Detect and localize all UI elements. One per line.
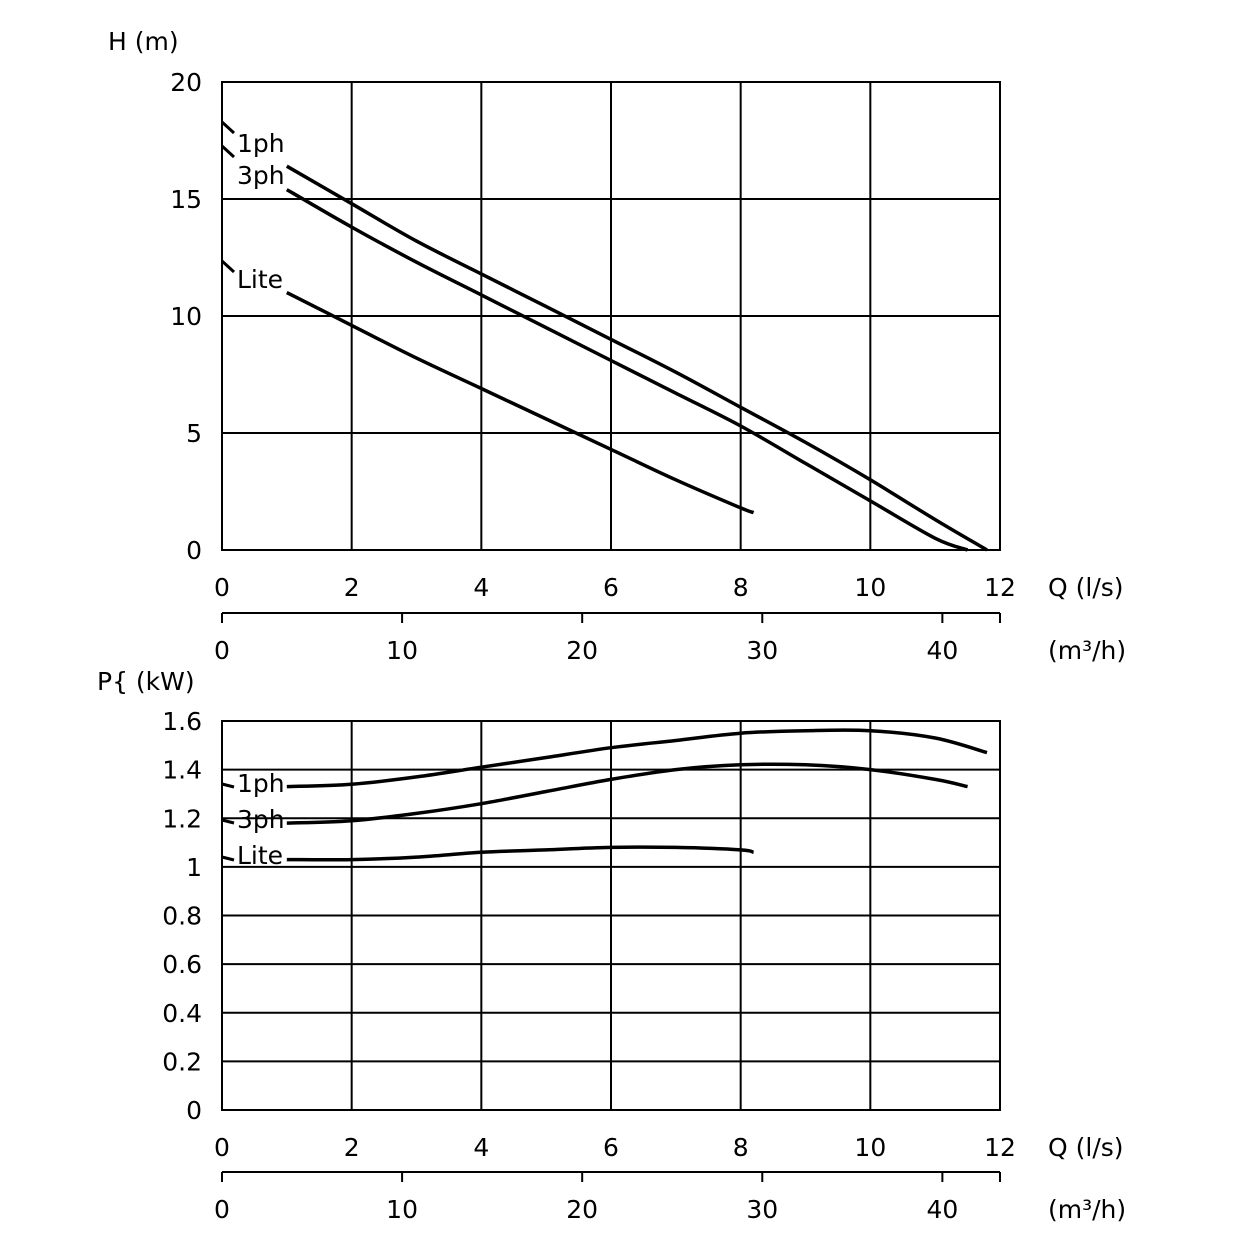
chart1-series-3ph-label: 3ph (237, 161, 285, 190)
chart1-x-axis-title: Q (l/s) (1048, 573, 1124, 602)
chart1-y-tick-label: 0 (186, 536, 202, 565)
chart1-x-tick-label: 12 (984, 573, 1016, 602)
chart2-y-tick-label: 1.4 (162, 756, 202, 785)
chart1-series-lite-leader (220, 259, 236, 274)
chart2-y-tick-label: 0 (186, 1096, 202, 1125)
chart1-series-1ph-label: 1ph (237, 129, 285, 158)
chart1-y-tick-label: 5 (186, 419, 202, 448)
chart2-secondary-axis-title: (m³/h) (1048, 1195, 1126, 1224)
chart2-secondary-tick-label: 20 (566, 1195, 598, 1224)
chart1-x-tick-label: 8 (733, 573, 749, 602)
chart2-secondary-tick-label: 0 (214, 1195, 230, 1224)
chart1-y-tick-label: 15 (170, 185, 202, 214)
chart2-series-3ph-line (286, 762, 968, 825)
chart1-secondary-tick-label: 30 (746, 636, 778, 665)
chart2-series-lite-line (286, 845, 755, 862)
chart1-secondary-tick-label: 0 (214, 636, 230, 665)
chart2-secondary-tick-label: 10 (386, 1195, 418, 1224)
chart1-secondary-axis-title: (m³/h) (1048, 636, 1126, 665)
chart1-secondary-tick-label: 20 (566, 636, 598, 665)
chart1-x-tick-label: 4 (473, 573, 489, 602)
chart1-y-tick-label: 10 (170, 302, 202, 331)
chart2-series-lite-leader (221, 855, 235, 862)
chart1-x-tick-label: 10 (854, 573, 886, 602)
chart1-x-tick-label: 0 (214, 573, 230, 602)
chart2-y-tick-label: 1.2 (162, 804, 202, 833)
chart1-secondary-tick-label: 10 (386, 636, 418, 665)
chart2-secondary-tick-label: 40 (926, 1195, 958, 1224)
chart2-secondary-tick-label: 30 (746, 1195, 778, 1224)
chart2-x-axis-title: Q (l/s) (1048, 1133, 1124, 1162)
chart1-y-axis-title: H (m) (108, 27, 179, 56)
chart1-series-1ph-leader (220, 120, 236, 135)
chart2-x-tick-label: 10 (854, 1133, 886, 1162)
chart1-x-tick-label: 2 (344, 573, 360, 602)
chart2-series-lite-label: Lite (237, 841, 283, 870)
chart1-y-tick-label: 20 (170, 68, 202, 97)
chart1-secondary-tick-label: 40 (926, 636, 958, 665)
chart2-series-1ph-line (286, 728, 988, 789)
chart2-y-tick-label: 1.6 (162, 707, 202, 736)
chart1-series-1ph-line (285, 164, 988, 552)
chart2-x-tick-label: 8 (733, 1133, 749, 1162)
chart2-x-tick-label: 6 (603, 1133, 619, 1162)
chart2-x-tick-label: 4 (473, 1133, 489, 1162)
chart1-series-lite-line (286, 291, 755, 515)
chart2-x-tick-label: 0 (214, 1133, 230, 1162)
chart2-series-1ph-leader (221, 782, 235, 789)
chart2-y-axis-title: P{ (kW) (97, 667, 195, 696)
chart2-x-tick-label: 2 (344, 1133, 360, 1162)
chart2-x-tick-label: 12 (984, 1133, 1016, 1162)
chart1-x-tick-label: 6 (603, 573, 619, 602)
chart1-series-lite-label: Lite (237, 265, 283, 294)
chart2-y-tick-label: 1 (186, 853, 202, 882)
chart1-series-3ph-line (285, 188, 969, 552)
chart2-y-tick-label: 0.8 (162, 902, 202, 931)
chart2-series-3ph-label: 3ph (237, 805, 285, 834)
chart2-y-tick-label: 0.2 (162, 1047, 202, 1076)
chart1-series-3ph-leader (220, 144, 236, 159)
chart2-y-tick-label: 0.4 (162, 999, 202, 1028)
chart2-series-3ph-leader (221, 818, 235, 825)
chart2-series-1ph-label: 1ph (237, 769, 285, 798)
chart2-y-tick-label: 0.6 (162, 950, 202, 979)
